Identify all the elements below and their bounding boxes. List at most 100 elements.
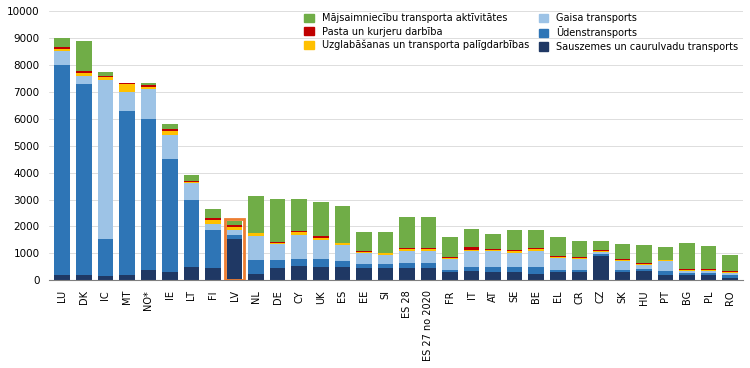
Bar [658,271,674,275]
Bar [226,221,242,225]
Bar [292,266,307,280]
Bar [636,265,652,269]
Bar [98,77,113,79]
Bar [442,258,458,259]
Bar [270,244,286,260]
Bar [98,238,113,276]
Bar [356,232,371,251]
Bar [119,82,134,84]
Bar [399,268,415,280]
Bar [226,238,242,280]
Bar [334,245,350,262]
Bar [507,251,523,254]
Bar [206,220,220,224]
Bar [399,249,415,251]
Bar [636,263,652,265]
Bar [356,252,371,254]
Bar [485,250,501,251]
Bar [550,270,566,272]
Bar [550,258,566,270]
Bar [141,269,156,280]
Bar [162,129,178,131]
Bar [658,262,674,271]
Bar [593,251,608,252]
Bar [206,224,220,230]
Bar [270,242,286,243]
Bar [76,75,92,84]
Bar [442,272,458,280]
Bar [378,252,393,254]
Bar [464,251,479,267]
Bar [442,237,458,257]
Bar [55,65,70,275]
Bar [572,270,587,272]
Bar [722,273,738,276]
Bar [680,270,694,273]
Bar [141,89,156,119]
Bar [464,271,479,280]
Bar [313,267,328,280]
Bar [206,230,220,268]
Bar [55,275,70,280]
Bar [421,251,436,263]
Bar [442,257,458,258]
Bar [226,225,242,227]
Bar [507,230,523,250]
Bar [356,251,371,252]
Bar [550,237,566,256]
Bar [248,260,264,273]
Bar [464,267,479,271]
Bar [421,217,436,248]
Bar [98,276,113,280]
Bar [507,250,523,251]
Bar [248,233,264,236]
Bar [700,275,716,280]
Bar [593,241,608,250]
Bar [378,264,393,268]
Bar [292,232,307,234]
Bar [550,256,566,257]
Bar [485,234,501,249]
Bar [184,182,200,183]
Bar [356,268,371,280]
Bar [399,248,415,249]
Bar [722,255,738,272]
Bar [399,251,415,263]
Bar [507,254,523,267]
Bar [206,268,220,280]
Bar [119,84,134,92]
Bar [485,251,501,267]
Bar [162,159,178,272]
Bar [356,264,371,268]
Bar [680,273,694,275]
Bar [529,230,544,248]
Bar [593,254,608,256]
Bar [464,229,479,247]
Bar [507,272,523,280]
Bar [636,271,652,280]
Bar [700,273,716,275]
Bar [98,79,113,238]
Bar [529,273,544,280]
Bar [248,236,264,260]
Bar [270,260,286,268]
Bar [421,248,436,249]
Bar [76,275,92,280]
Bar [550,257,566,258]
Bar [141,87,156,89]
Bar [162,124,178,129]
Bar [378,255,393,264]
Bar [313,238,328,240]
Bar [399,217,415,248]
Bar [184,175,200,181]
Bar [378,232,393,252]
Bar [226,227,242,230]
Bar [98,76,113,77]
Bar [421,249,436,251]
Bar [722,276,738,277]
Bar [248,196,264,233]
Bar [485,267,501,272]
Bar [593,256,608,280]
Bar [572,272,587,280]
Bar [334,267,350,280]
